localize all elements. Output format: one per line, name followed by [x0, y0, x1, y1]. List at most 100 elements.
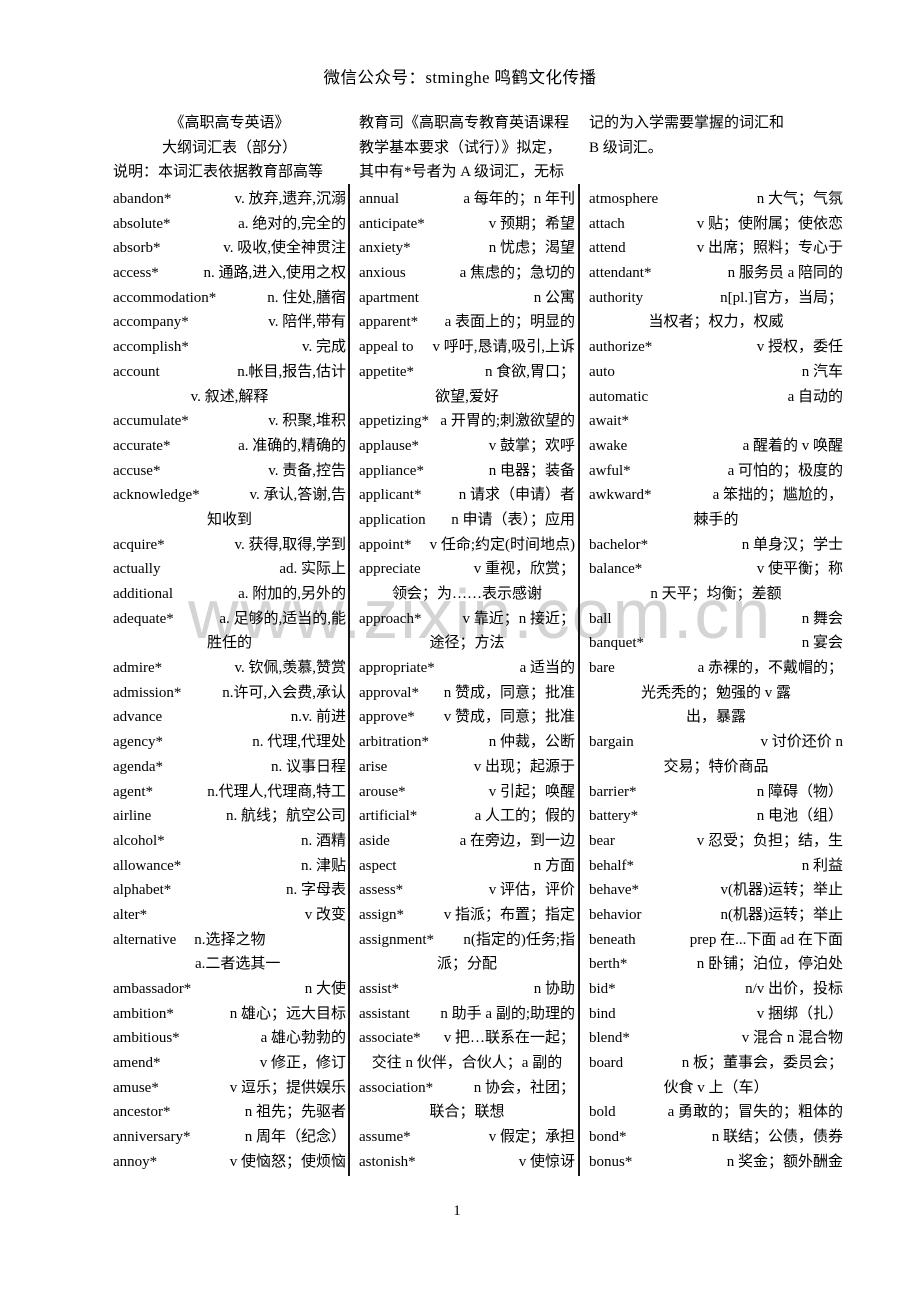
vocab-word: assistant [359, 1005, 410, 1022]
watermark-text: www.zixin.com.cn [188, 575, 773, 653]
vocab-definition: a 自动的 [787, 388, 843, 405]
vocab-entry: 交易；特价商品 [663, 758, 769, 775]
vocab-entry: admire* v. 钦佩,羡慕,赞赏 [113, 656, 346, 681]
vocab-entry: 联合；联想 [429, 1104, 505, 1121]
vocab-definition: v 忍受；负担；结，生 [696, 832, 843, 849]
vocab-entry: 派；分配 [436, 956, 497, 973]
vocab-entry: allowance* n. 津贴 [113, 854, 346, 879]
vocab-definition: v 鼓掌；欢呼 [488, 437, 575, 454]
vocab-entry: bare a 赤裸的，不戴帽的； [589, 656, 843, 681]
vocab-word: agenda* [113, 758, 163, 775]
vocab-word: astonish* [359, 1153, 416, 1170]
vocab-entry: appoint* v 任命;约定(时间地点) [359, 533, 575, 558]
vocab-word: ambassador* [113, 981, 192, 997]
vocab-word: ambition* [113, 1005, 174, 1022]
vocab-word: application [359, 511, 426, 528]
vocab-entry: adequate* a. 足够的,适当的,能 [113, 607, 346, 632]
column-intro-line: 教学基本要求（试行）》拟定， [359, 139, 562, 156]
vocab-entry: authority n[pl.]官方，当局； [589, 286, 843, 311]
vocab-definition: a. 准确的,精确的 [238, 437, 346, 454]
vocab-word: appoint* [359, 536, 412, 553]
vocab-word: battery* [589, 808, 639, 825]
vocab-word: airline [113, 808, 152, 825]
vocab-entry: artificial* a 人工的；假的 [359, 804, 575, 829]
vocab-word: anniversary* [113, 1129, 191, 1146]
vocab-definition: n 食欲,胃口； [484, 363, 575, 380]
vocab-entry: 途径；方法 [429, 635, 505, 652]
vocab-word: ancestor* [113, 1104, 171, 1121]
column-intro-line: B 级词汇。 [589, 139, 663, 156]
vocab-word: advance [113, 709, 163, 726]
vocab-definition: n 卧铺；泊位，停泊处 [696, 956, 843, 973]
vocab-entry: anxious a 焦虑的；急切的 [359, 261, 575, 286]
vocab-entry: approve* v 赞成，同意；批准 [359, 705, 575, 730]
vocab-word: awake [589, 437, 628, 454]
vocab-definition: v 出现；起源于 [473, 758, 575, 775]
vocab-word: appreciate [359, 561, 421, 578]
vocab-definition: n.代理人,代理商,特工 [207, 783, 346, 800]
vocab-word: appetizing* [359, 413, 429, 430]
vocab-definition: a 雄心勃勃的 [260, 1030, 346, 1047]
vocab-definition: v 预期；希望 [488, 215, 575, 232]
vocab-entry: bold a 勇敢的；冒失的；粗体的 [589, 1100, 843, 1125]
vocab-entry: banquet* n 宴会 [589, 631, 843, 656]
vocab-definition: a 勇敢的；冒失的；粗体的 [667, 1104, 843, 1121]
vocab-entry: bachelor* n 单身汉；学士 [589, 533, 843, 558]
vocab-word: awful* [589, 462, 631, 479]
vocab-definition: v. 吸收,使全神贯注 [223, 240, 346, 257]
vocab-definition: n 服务员 a 陪同的 [727, 265, 843, 282]
vocab-entry: appeal to v 呼吁,恳请,吸引,上诉 [359, 335, 575, 360]
vocab-entry: agenda* n. 议事日程 [113, 755, 346, 780]
vocab-entry: acknowledge* v. 承认,答谢,告 [113, 483, 346, 508]
vocab-entry: awake a 醒着的 v 唤醒 [589, 434, 843, 459]
vocab-definition: a 可怕的；极度的 [727, 462, 843, 479]
column-divider-right [578, 184, 580, 1176]
vocab-word: bare [589, 660, 615, 677]
vocab-word: artificial* [359, 808, 418, 825]
vocab-definition: a. 附加的,另外的 [238, 586, 346, 602]
vocab-entry: accuse* v. 责备,控告 [113, 459, 346, 484]
vocab-word: amend* [113, 1055, 161, 1072]
vocab-word: abandon* [113, 191, 172, 207]
vocab-word: alter* [113, 906, 148, 923]
vocab-word: attendant* [589, 265, 652, 282]
vocab-entry: ambitious* a 雄心勃勃的 [113, 1026, 346, 1051]
vocab-word: access* [113, 265, 159, 282]
vocab-definition: a 开胃的;刺激欲望的 [440, 413, 575, 430]
vocab-definition: n 利益 [801, 857, 843, 874]
vocab-entry: await* [589, 409, 843, 434]
vocab-word: aspect [359, 857, 397, 874]
vocab-word: absolute* [113, 215, 171, 232]
vocab-word: attend [589, 240, 626, 257]
vocab-word: alphabet* [113, 882, 172, 899]
vocab-entry: automatic a 自动的 [589, 385, 843, 410]
vocab-entry: 伙食 v 上（车） [663, 1079, 769, 1096]
vocab-word: banquet* [589, 635, 644, 652]
vocab-entry: account n.帐目,报告,估计 [113, 360, 346, 385]
vocab-entry: anxiety* n 忧虑；渴望 [359, 236, 575, 261]
vocab-entry: annoy* v 使恼怒；使烦恼 [113, 1150, 346, 1175]
vocab-entry: auto n 汽车 [589, 360, 843, 385]
vocab-definition: n 板；董事会，委员会； [681, 1055, 843, 1072]
vocab-entry: awful* a 可怕的；极度的 [589, 459, 843, 484]
column-intro-line: 记的为入学需要掌握的词汇和 [589, 115, 785, 131]
vocab-entry: approval* n 赞成，同意；批准 [359, 681, 575, 706]
vocab-entry: associate* v 把…联系在一起； [359, 1026, 575, 1051]
vocab-word: account [113, 363, 160, 380]
vocab-definition: a 适当的 [519, 660, 575, 677]
vocab-word: accurate* [113, 437, 171, 454]
vocab-definition: v. 完成 [301, 339, 346, 356]
vocab-word: behave* [589, 882, 639, 899]
vocab-entry: balance* v 使平衡；称 [589, 557, 843, 582]
vocab-definition: n 祖先；先驱者 [244, 1104, 346, 1121]
vocab-entry: application n 申请（表）；应用 [359, 508, 575, 533]
vocab-word: appliance* [359, 462, 424, 479]
vocab-word: bargain [589, 734, 634, 751]
vocab-entry: appreciate v 重视，欣赏； [359, 557, 575, 582]
vocab-entry: actually ad. 实际上 [113, 557, 346, 582]
vocab-definition: v 逗乐；提供娱乐 [229, 1079, 346, 1096]
vocab-definition: n 公寓 [533, 289, 575, 306]
vocab-entry: alcohol* n. 酒精 [113, 829, 346, 854]
vocab-entry: admission* n.许可,入会费,承认 [113, 681, 346, 706]
vocab-word: apartment [359, 289, 419, 306]
